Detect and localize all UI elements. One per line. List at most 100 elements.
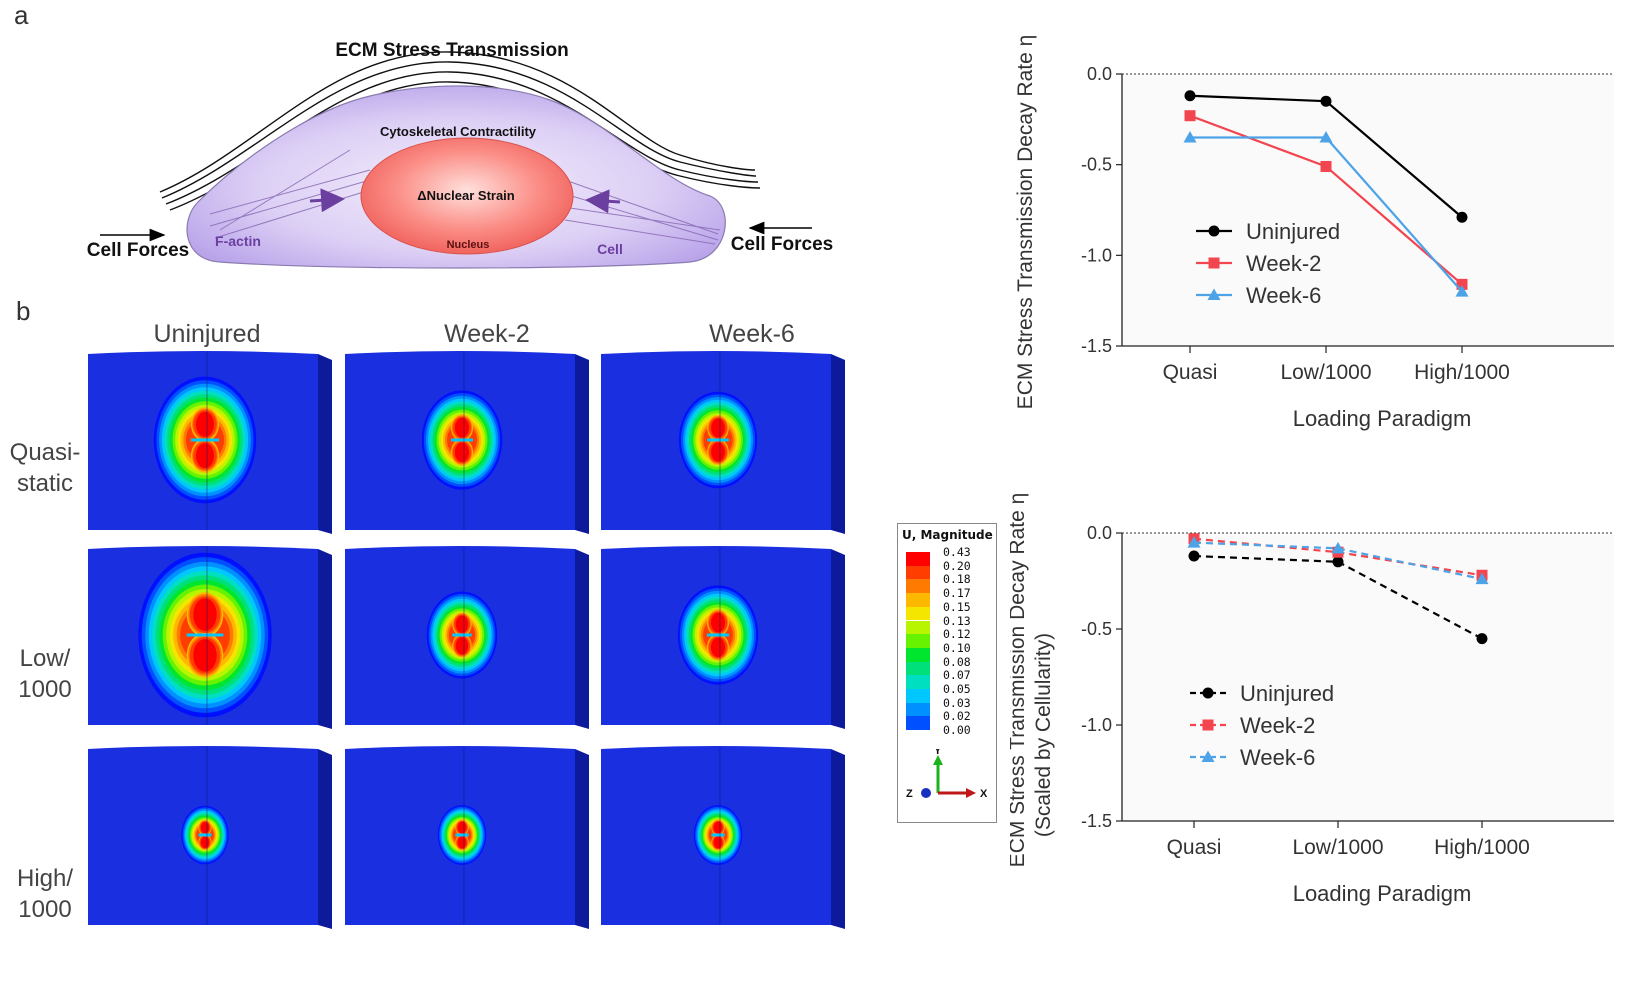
x-tick-label: High/1000	[1414, 361, 1510, 384]
row-label-line1: Quasi-	[9, 439, 81, 466]
legend-swatch	[906, 716, 930, 731]
series-week-6	[1187, 536, 1489, 585]
f-actin-label: F-actin	[215, 233, 261, 249]
legend-swatch	[906, 647, 930, 662]
legend-value: 0.17	[943, 586, 971, 601]
y-tick-label: 0.0	[1087, 523, 1112, 543]
series-week-2	[1184, 110, 1468, 290]
y-tick-label: 0.0	[1087, 64, 1112, 84]
data-point	[1319, 130, 1333, 143]
ecm-title: ECM Stress Transmission	[335, 40, 568, 61]
x-tick-label: Quasi	[1163, 361, 1218, 384]
fem-displacement-map	[601, 746, 845, 929]
legend-value: 0.13	[943, 613, 971, 628]
fem-block-side	[575, 549, 589, 729]
displacement-lobe	[711, 418, 725, 438]
y-tick-label: -1.5	[1081, 811, 1112, 831]
data-point	[1320, 160, 1332, 172]
chart-legend: Uninjured Week-2 Week-6	[1196, 219, 1340, 308]
fem-displacement-map	[601, 351, 845, 534]
actin-arrow-right	[585, 189, 621, 214]
legend-row: 0.08	[906, 654, 992, 676]
cell-inclusion	[452, 633, 472, 637]
data-point	[1456, 211, 1468, 223]
cell-inclusion	[450, 438, 474, 442]
panel-b-letter: b	[16, 296, 31, 326]
cell-inclusion	[707, 438, 729, 442]
displacement-lobe	[457, 821, 467, 834]
displacement-lobe	[710, 637, 726, 658]
legend-value: 0.18	[943, 572, 971, 587]
row-label-line2: 1000	[18, 896, 72, 923]
legend-swatch	[906, 689, 930, 703]
displacement-lobe	[713, 836, 723, 849]
y-tick-label: -0.5	[1081, 619, 1112, 639]
series-uninjured	[1184, 90, 1468, 223]
data-point	[1184, 110, 1196, 122]
legend-value: 0.08	[943, 654, 971, 669]
fem-block-side	[318, 354, 332, 534]
legend-row: 0.03	[906, 695, 992, 717]
fem-block-side	[575, 749, 589, 929]
displacement-lobe	[710, 612, 726, 633]
legend-value: 0.02	[943, 709, 971, 724]
legend-row: 0.05	[906, 682, 992, 703]
legend-row: 0.07	[906, 668, 992, 689]
fem-displacement-map	[88, 546, 332, 729]
cell-inclusion	[186, 633, 224, 637]
legend-title: U, Magnitude	[902, 528, 993, 542]
legend-swatch	[906, 593, 930, 607]
plot-area	[1122, 533, 1614, 821]
data-point	[1332, 556, 1344, 568]
legend-row: 0.43	[906, 545, 992, 566]
axis-triad-icon: Y Z X	[906, 749, 988, 800]
fem-block-side	[318, 549, 332, 729]
displacement-lobe	[454, 442, 470, 463]
legend-row: 0.18	[906, 572, 992, 594]
legend-value: 0.05	[943, 682, 971, 696]
legend-marker	[1201, 750, 1215, 762]
cytoskeletal-label: Cytoskeletal Contractility	[380, 124, 537, 139]
legend-marker	[1208, 257, 1220, 269]
fem-displacement-map	[345, 351, 589, 534]
nucleus	[360, 137, 574, 255]
data-point	[1188, 550, 1200, 562]
legend-row: 0.13	[906, 613, 992, 635]
cell-inclusion	[190, 438, 220, 442]
series-uninjured	[1188, 550, 1488, 645]
displacement-lobe	[200, 821, 210, 834]
legend-value: 0.20	[943, 558, 971, 573]
fem-block-side	[831, 354, 845, 534]
row-header-low-1000: Low/ 1000	[0, 643, 90, 705]
legend-value: 0.10	[943, 640, 971, 655]
legend-label: Week-2	[1240, 713, 1315, 738]
fem-block-side	[318, 749, 332, 929]
data-point	[1187, 536, 1201, 548]
data-point	[1476, 633, 1488, 645]
row-label-line1: Low/	[19, 645, 71, 672]
column-header-uninjured: Uninjured	[153, 320, 261, 348]
chart-d-scaled-decay-rate: d0.0-0.5-1.0-1.5QuasiLow/1000High/1000Lo…	[1010, 493, 1614, 906]
displacement-lobe	[193, 598, 217, 631]
legend-swatch	[906, 620, 930, 635]
x-tick-label: Low/1000	[1280, 361, 1371, 384]
legend-swatch	[906, 606, 930, 621]
legend-value: 0.03	[943, 695, 971, 710]
data-point	[1455, 285, 1469, 297]
legend-swatch	[906, 675, 930, 689]
panel-a-letter: a	[14, 0, 29, 30]
displacement-lobe	[713, 821, 723, 834]
cell-inclusion	[706, 633, 730, 637]
legend-row: 0.20	[906, 558, 992, 580]
fem-block-side	[575, 354, 589, 534]
fem-block-side	[831, 549, 845, 729]
y-axis-label: ECM Stress Transmission Decay Rate η	[1014, 35, 1037, 410]
cell-schematic: ECM Stress Transmission Cytoskeletal Con…	[87, 40, 833, 269]
legend-label: Week-6	[1240, 745, 1315, 770]
legend-swatch	[906, 702, 930, 717]
data-point	[1320, 95, 1332, 107]
x-axis-label: Loading Paradigm	[1293, 406, 1472, 431]
y-tick-label: -0.5	[1081, 155, 1112, 175]
legend-value: 0.07	[943, 668, 971, 683]
x-tick-label: Quasi	[1167, 836, 1222, 859]
